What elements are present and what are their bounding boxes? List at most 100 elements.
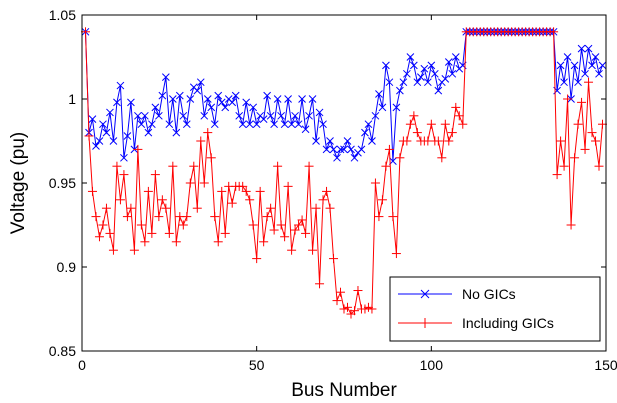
data-point (342, 302, 352, 312)
data-point (196, 78, 205, 87)
legend-items: No GICs Including GICs (398, 286, 554, 331)
data-point (95, 137, 104, 145)
data-point (598, 61, 607, 70)
data-point (171, 237, 181, 247)
data-point (245, 120, 254, 129)
data-point (301, 228, 311, 238)
data-point (141, 111, 149, 120)
data-point (192, 203, 202, 213)
data-point (319, 120, 327, 129)
data-point (396, 86, 404, 95)
data-point (106, 108, 114, 117)
data-point (238, 120, 247, 129)
data-point (88, 115, 97, 124)
y-tick-label: 0.9 (57, 259, 77, 275)
data-point (217, 186, 227, 196)
data-point (410, 61, 418, 70)
data-point (210, 212, 220, 222)
data-point (437, 153, 447, 163)
data-point (566, 220, 576, 230)
data-point (552, 170, 562, 180)
data-point (451, 102, 461, 112)
data-point (252, 120, 261, 129)
data-point (87, 186, 97, 196)
data-point (102, 128, 111, 137)
data-point (336, 145, 345, 154)
series-no-gics (81, 27, 607, 166)
data-point (426, 119, 436, 129)
data-point (217, 98, 226, 107)
data-point (227, 198, 237, 208)
data-point (129, 245, 139, 255)
data-point (444, 58, 453, 66)
data-point (577, 97, 587, 107)
data-point (349, 306, 359, 316)
data-point (126, 203, 136, 213)
data-point (427, 61, 436, 70)
data-point (182, 120, 191, 129)
data-point (294, 220, 304, 230)
data-point (172, 128, 181, 137)
data-point (185, 178, 195, 188)
data-point (154, 111, 163, 120)
data-point (242, 98, 251, 107)
y-tick-label: 1 (68, 91, 76, 107)
data-point (454, 111, 464, 121)
data-point (147, 228, 157, 238)
legend-marker (420, 289, 430, 299)
data-point (594, 161, 604, 171)
data-point (570, 61, 579, 70)
data-point (305, 111, 313, 120)
data-point (441, 74, 450, 83)
legend-item-including-gics: Including GICs (398, 315, 554, 331)
data-point (357, 145, 366, 154)
data-point (280, 232, 290, 242)
data-point (189, 161, 199, 171)
data-point (91, 212, 101, 222)
data-point (297, 215, 307, 225)
legend-label: Including GICs (462, 315, 554, 331)
data-point (315, 108, 324, 117)
series-including-gics (80, 27, 608, 319)
data-point (581, 69, 589, 78)
data-point (364, 120, 373, 129)
data-point (290, 225, 300, 235)
data-point (315, 279, 325, 289)
data-point (276, 220, 286, 230)
data-point (140, 237, 150, 247)
data-point (318, 195, 328, 205)
data-point (259, 115, 268, 124)
data-point (150, 170, 160, 180)
data-point (322, 145, 331, 154)
data-point (343, 137, 352, 145)
data-point (420, 64, 429, 73)
x-tick-label: 100 (420, 357, 444, 373)
data-point (158, 91, 167, 100)
data-point (312, 137, 320, 145)
data-point (277, 111, 285, 120)
data-point (444, 136, 454, 146)
data-point (294, 120, 303, 129)
data-point (112, 161, 122, 171)
data-point (280, 120, 289, 129)
data-point (399, 78, 408, 87)
data-point (559, 161, 569, 171)
data-point (361, 128, 369, 137)
data-point (213, 237, 223, 247)
data-point (196, 136, 206, 146)
data-point (291, 111, 299, 120)
data-point (269, 225, 279, 235)
data-point (245, 195, 255, 205)
data-point (573, 119, 583, 129)
data-point (556, 61, 565, 70)
data-point (353, 286, 363, 296)
data-point (574, 78, 582, 87)
data-point (207, 103, 216, 112)
data-point (214, 91, 223, 100)
data-point (133, 144, 143, 154)
x-tick-label: 0 (78, 357, 86, 373)
data-point (228, 98, 237, 107)
data-point (273, 95, 282, 103)
data-point (206, 153, 216, 163)
